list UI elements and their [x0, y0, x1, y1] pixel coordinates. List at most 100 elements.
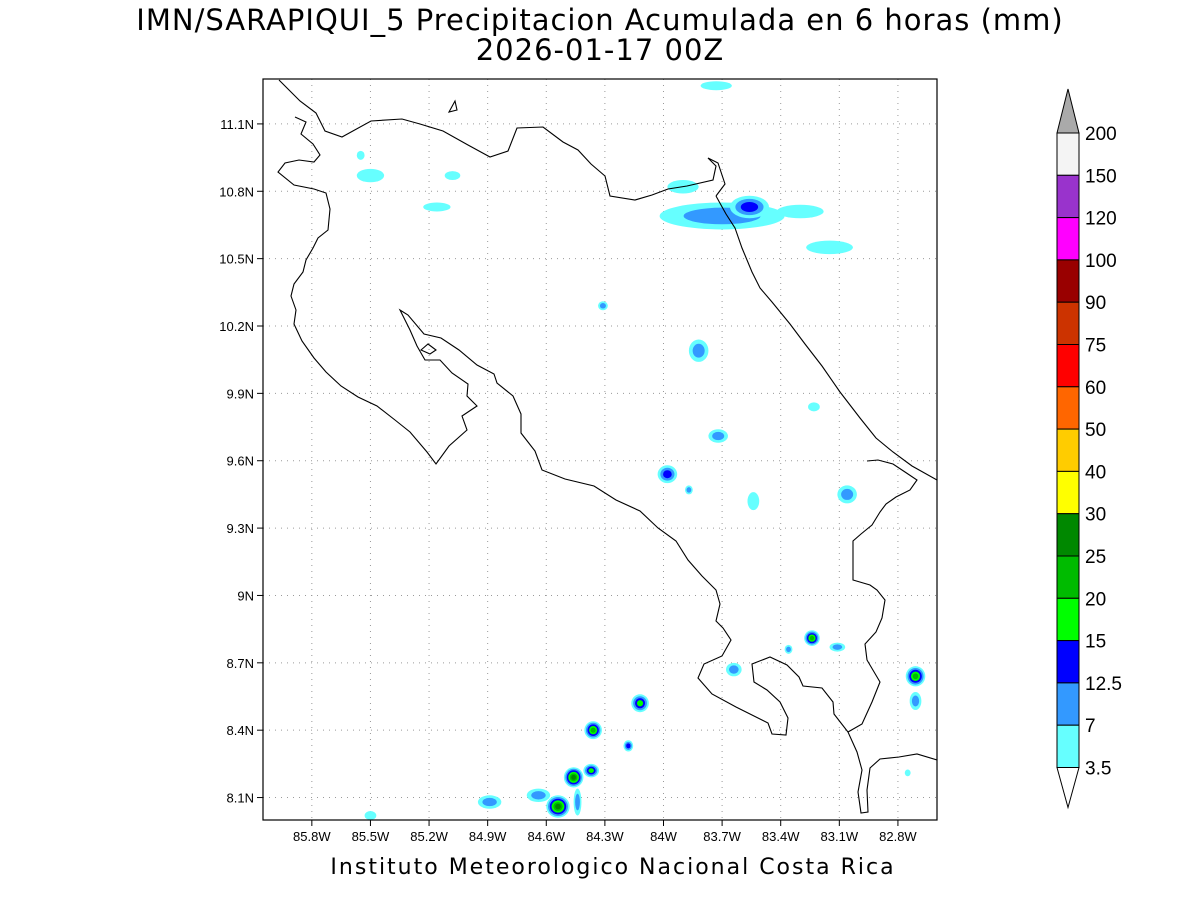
precip-cell: [583, 763, 600, 778]
precip-contour: [809, 635, 815, 641]
precip-cell: [804, 630, 820, 646]
precip-cell: [808, 402, 820, 412]
colorbar-label: 3.5: [1085, 759, 1111, 780]
map-axes: 8.1N 8.4N 8.7N 9N 9.3N 9.6N 9.9N 10.2N 10.5N 10.8…: [219, 117, 917, 844]
lat-tick-label: 8.1N: [227, 791, 254, 806]
precip-cell: [563, 767, 584, 788]
precip-contour: [786, 646, 791, 653]
colorbar-label: 120: [1085, 209, 1117, 230]
precip-contour: [841, 488, 854, 500]
colorbar-label: 50: [1085, 420, 1106, 441]
precip-cell: [598, 301, 608, 311]
lon-tick-label: 83.1W: [821, 829, 859, 844]
colorbar-over-arrow: [1056, 88, 1080, 134]
lat-tick-label: 8.4N: [227, 723, 254, 738]
precip-contour: [747, 492, 760, 511]
precip-contour: [482, 797, 497, 807]
island-outline: [419, 343, 437, 355]
precip-cell: [356, 150, 365, 160]
precip-contour: [904, 769, 911, 777]
lon-tick-label: 84.6W: [527, 829, 565, 844]
precip-cell: [904, 769, 911, 777]
precip-contour: [590, 727, 596, 733]
precip-cell: [776, 204, 824, 219]
lat-tick-label: 11.1N: [220, 117, 254, 132]
precip-contour: [740, 202, 759, 212]
precip-cell: [526, 788, 551, 803]
precip-cell: [909, 692, 922, 710]
precip-cell: [631, 694, 649, 713]
precip-contour: [686, 487, 692, 493]
precip-contour: [575, 793, 580, 811]
precip-cell: [829, 642, 846, 652]
lat-tick-label: 10.8N: [219, 184, 254, 199]
lon-tick-label: 85.5W: [352, 829, 390, 844]
colorbar-label: 90: [1085, 293, 1106, 314]
precip-cell: [684, 485, 693, 495]
precip-cell: [688, 339, 709, 362]
colorbar-label: 25: [1085, 547, 1106, 568]
precip-contour: [531, 791, 546, 800]
precip-contour: [700, 81, 732, 91]
colorbar-swatch: [1056, 217, 1080, 261]
colorbar-label: 40: [1085, 462, 1106, 483]
precip-cell: [708, 429, 728, 443]
colorbar-label: 30: [1085, 505, 1106, 526]
precip-contour: [588, 768, 594, 773]
precip-contour: [356, 150, 365, 160]
precip-cell: [477, 795, 502, 809]
precip-contour: [356, 168, 385, 183]
precip-contour: [692, 343, 705, 358]
precip-contour: [911, 695, 920, 707]
lat-tick-label: 10.5N: [219, 252, 254, 267]
precip-contour: [626, 743, 631, 749]
colorbar-label: 200: [1085, 124, 1117, 145]
lon-tick-label: 83.4W: [762, 829, 800, 844]
colorbar-swatch: [1056, 132, 1080, 176]
precip-cell: [784, 644, 793, 654]
precip-cell: [364, 811, 377, 820]
precip-cell: [546, 795, 570, 818]
precip-cell: [905, 666, 926, 687]
precip-contour: [599, 303, 606, 309]
map-plot-area: [263, 79, 937, 820]
lon-tick-label: 84.9W: [469, 829, 507, 844]
precipitation-contours: [356, 81, 926, 820]
lat-tick-label: 9N: [237, 588, 254, 603]
lat-tick-label: 9.3N: [227, 521, 254, 536]
precip-contour: [571, 774, 576, 780]
caribbean-coast-line: [715, 195, 937, 481]
precip-cell: [837, 485, 857, 504]
lat-tick-label: 9.9N: [227, 386, 254, 401]
colorbar-label: 75: [1085, 336, 1106, 357]
nicaragua-border-line: [278, 79, 726, 201]
lon-tick-label: 85.8W: [293, 829, 331, 844]
lon-tick-label: 84.3W: [586, 829, 624, 844]
map-subtitle-datetime: 2026-01-17 00Z: [475, 33, 725, 67]
colorbar-swatch: [1056, 428, 1080, 472]
precip-contour: [712, 431, 725, 441]
lat-tick-label: 8.7N: [227, 656, 254, 671]
precip-contour: [808, 402, 820, 412]
colorbar-swatch: [1056, 174, 1080, 219]
precip-contour: [832, 644, 843, 650]
lat-tick-label: 9.6N: [227, 454, 254, 469]
precip-cell: [700, 81, 732, 91]
lat-tick-label: 10.2N: [219, 319, 254, 334]
precip-cell: [423, 202, 451, 212]
precip-cell: [726, 662, 742, 677]
precip-contour: [663, 470, 672, 479]
colorbar-label: 100: [1085, 251, 1117, 272]
precip-cell: [747, 492, 760, 511]
precip-contour: [912, 673, 919, 680]
precip-contour: [729, 665, 739, 674]
colorbar-swatch: [1056, 344, 1080, 388]
colorbar-label: 15: [1085, 632, 1106, 653]
colorbar-swatch: [1056, 259, 1080, 303]
precip-contour: [806, 240, 853, 255]
colorbar-swatch: [1056, 640, 1080, 684]
precip-cell: [729, 195, 769, 219]
colorbar-label: 150: [1085, 166, 1117, 187]
colorbar-label: 20: [1085, 589, 1106, 610]
colorbar-swatch: [1056, 513, 1080, 557]
